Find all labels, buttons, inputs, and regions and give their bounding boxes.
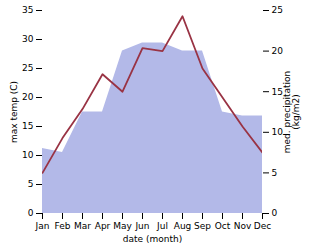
- svg-text:May: May: [113, 221, 132, 231]
- svg-text:Dec: Dec: [254, 221, 271, 231]
- svg-text:date (month): date (month): [123, 234, 182, 244]
- svg-text:30: 30: [22, 34, 34, 44]
- svg-text:Jun: Jun: [134, 221, 149, 231]
- svg-text:20: 20: [272, 46, 284, 56]
- svg-text:Feb: Feb: [55, 221, 71, 231]
- svg-text:25: 25: [272, 5, 283, 15]
- svg-text:15: 15: [271, 86, 283, 97]
- svg-text:Jan: Jan: [35, 221, 50, 231]
- svg-text:35: 35: [22, 5, 33, 15]
- svg-text:5: 5: [28, 179, 34, 189]
- svg-text:0: 0: [28, 208, 34, 218]
- svg-text:5: 5: [272, 168, 278, 178]
- svg-text:max temp (C): max temp (C): [9, 81, 19, 143]
- svg-text:20: 20: [22, 92, 34, 102]
- svg-text:0: 0: [272, 208, 278, 218]
- svg-text:Oct: Oct: [215, 221, 231, 231]
- svg-text:25: 25: [22, 63, 33, 73]
- svg-text:10: 10: [271, 127, 283, 138]
- svg-text:Apr: Apr: [95, 221, 111, 231]
- svg-text:15: 15: [22, 121, 33, 131]
- svg-text:Aug: Aug: [174, 221, 192, 231]
- svg-text:Sep: Sep: [194, 221, 211, 231]
- svg-text:10: 10: [22, 150, 34, 160]
- svg-text:Jul: Jul: [156, 221, 168, 231]
- svg-text:Mar: Mar: [74, 221, 91, 231]
- svg-text:med. precipitation(kg/m2): med. precipitation(kg/m2): [282, 71, 301, 153]
- svg-text:Nov: Nov: [234, 221, 252, 231]
